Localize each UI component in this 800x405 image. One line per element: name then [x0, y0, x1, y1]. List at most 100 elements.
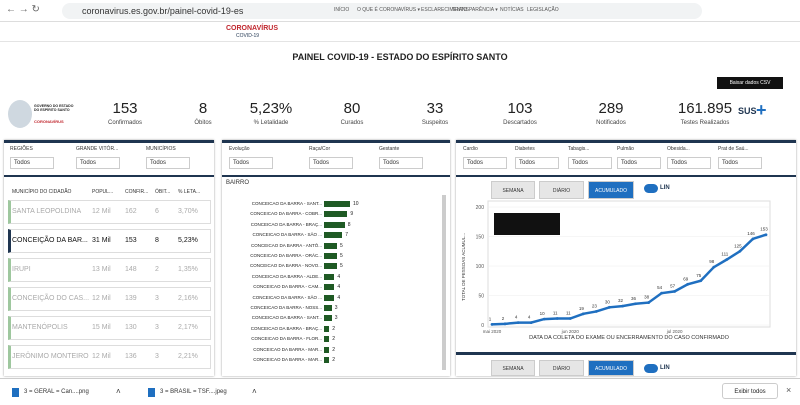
table-row[interactable]: [8, 258, 211, 282]
filter-select[interactable]: Todos: [667, 157, 711, 169]
stat: 33 Suspeitos: [390, 100, 480, 126]
nav-item[interactable]: ESCLARECIMENTO: [421, 7, 468, 13]
table-cell: 2: [155, 266, 159, 273]
close[interactable]: ×: [786, 385, 792, 395]
table-header: % LETA...: [178, 189, 201, 195]
data-label: 4: [528, 315, 531, 320]
bar-value: 7: [345, 232, 348, 239]
range-button[interactable]: SEMANA: [491, 360, 535, 376]
stat-label: % Letalidade: [253, 120, 289, 126]
data-label: 69: [683, 276, 689, 281]
table-cell: 12 Mil: [92, 208, 111, 215]
data-label: 19: [579, 306, 585, 311]
toggle-label: LIN: [660, 365, 670, 371]
toggle[interactable]: [644, 184, 658, 193]
download-item[interactable]: 3 = GERAL = Can....png: [24, 389, 89, 395]
stat: 80 Curados: [307, 100, 397, 126]
filter-label: Diabetes: [515, 146, 535, 152]
nav-item[interactable]: TRANSPARÊNCIA ▾: [452, 7, 498, 13]
stat-label: Testes Realizados: [680, 120, 730, 126]
divider: [456, 175, 796, 177]
stat-value: 8: [198, 100, 208, 117]
download-menu[interactable]: ˄: [116, 387, 121, 396]
point: [529, 321, 533, 325]
point: [699, 279, 703, 283]
download-icon: [148, 388, 155, 397]
range-button[interactable]: DIÁRIO: [539, 360, 584, 376]
nav-item[interactable]: LEGISLAÇÃO: [527, 7, 559, 13]
filter-select[interactable]: Todos: [463, 157, 507, 169]
table-row[interactable]: [8, 345, 211, 369]
table-row[interactable]: [8, 287, 211, 311]
data-label: 11: [553, 311, 558, 316]
bar: [324, 242, 337, 249]
bar: [324, 221, 345, 228]
bar-label: CONCEICAO DA BARRA - ORÁC...: [250, 253, 322, 258]
panel-divider: [456, 352, 796, 355]
data-label: 57: [670, 283, 676, 288]
nav-item[interactable]: O QUE É CORONAVÍRUS ▾: [357, 7, 420, 13]
csv-button[interactable]: Baixar dados CSV: [717, 77, 783, 89]
logo[interactable]: CORONAVÍRUS: [226, 25, 278, 32]
point: [608, 305, 611, 309]
stat-value: 161.895: [677, 100, 733, 117]
table-cell: 3: [155, 324, 159, 331]
data-label: 10: [540, 311, 546, 316]
toggle-label: LIN: [660, 185, 670, 191]
filter-label: Tabagis...: [568, 146, 590, 152]
bar-label: CONCEICAO DA BARRA - MAR...: [253, 346, 322, 352]
filter-label: MUNICÍPIOS: [146, 146, 176, 152]
filter-select[interactable]: Todos: [718, 157, 762, 169]
filter-select[interactable]: Todos: [379, 157, 423, 169]
nav-item[interactable]: NOTÍCIAS: [500, 7, 524, 13]
data-label: 125: [734, 243, 742, 248]
bar-value: 10: [353, 201, 359, 207]
point: [516, 321, 520, 325]
x-tick-label: jul 2020: [666, 329, 683, 334]
table-row[interactable]: [8, 316, 211, 340]
browser-bar: ← → ↻ coronavirus.es.gov.br/painel-covid…: [0, 0, 800, 22]
filter-select[interactable]: Todos: [617, 157, 661, 169]
filter-label: Pulmão: [617, 146, 634, 152]
y-tick-label: 100: [476, 264, 485, 270]
filter-select[interactable]: Todos: [76, 157, 120, 169]
download-menu[interactable]: ˄: [252, 387, 257, 396]
table-cell: 162: [125, 208, 137, 215]
bar-label: CONCEICAO DA BARRA - SANT...: [251, 201, 322, 206]
filter-select[interactable]: Todos: [309, 157, 353, 169]
bar-value: 5: [340, 263, 343, 270]
table-cell: 3: [155, 295, 159, 302]
y-tick-label: 50: [478, 294, 484, 300]
nav-item[interactable]: INÍCIO: [334, 7, 350, 13]
range-button[interactable]: SEMANA: [491, 181, 535, 199]
bar-label: CONCEICAO DA BARRA - NOSS...: [250, 305, 322, 310]
bar: [324, 273, 335, 280]
show-all[interactable]: Exibir todos: [722, 383, 778, 399]
range-button[interactable]: DIÁRIO: [539, 181, 584, 199]
filter-label: Raça/Cor: [309, 146, 331, 152]
table-row[interactable]: [8, 200, 211, 224]
filter-select[interactable]: Todos: [568, 157, 612, 169]
bar: [324, 284, 335, 291]
range-button[interactable]: ACUMULADO: [588, 360, 634, 376]
bar-value: 5: [340, 253, 343, 259]
download-item[interactable]: 3 = BRASIL = TSF....jpeg: [160, 389, 227, 395]
point: [738, 249, 742, 253]
filter-select[interactable]: Todos: [515, 157, 559, 169]
scrollbar[interactable]: [442, 195, 446, 370]
filter-select[interactable]: Todos: [10, 157, 54, 169]
filter-select[interactable]: Todos: [146, 157, 190, 169]
bar-value: 3: [334, 305, 338, 311]
data-label: 23: [592, 303, 598, 308]
address-bar[interactable]: coronavirus.es.gov.br/painel-covid-19-es: [62, 3, 702, 19]
table-row[interactable]: [8, 229, 211, 253]
table-cell: 13 Mil: [92, 266, 111, 273]
data-label: 11: [566, 311, 571, 316]
toggle[interactable]: [644, 364, 658, 373]
nav-arrows[interactable]: ← → ↻: [6, 4, 40, 15]
filter-select[interactable]: Todos: [229, 157, 273, 169]
range-button[interactable]: ACUMULADO: [588, 181, 634, 199]
stat-label: Notificados: [596, 120, 626, 126]
bar-label: CONCEICAO DA BARRA - BRAÇ...: [250, 325, 322, 331]
